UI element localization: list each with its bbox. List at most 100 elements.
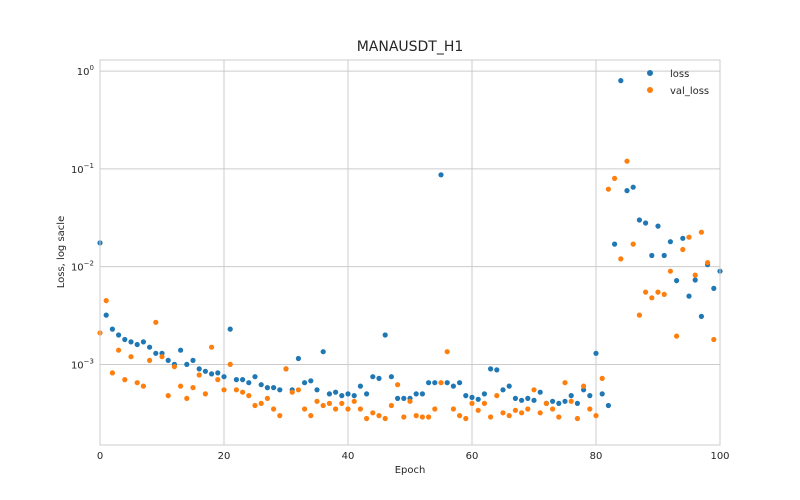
loss-point — [221, 374, 227, 380]
loss-point — [568, 393, 574, 399]
y-axis-label: Loss, log sacle — [56, 216, 67, 288]
loss-point — [692, 277, 698, 283]
loss-point — [643, 220, 649, 226]
val-loss-point — [463, 415, 469, 422]
val-loss-point — [264, 395, 270, 401]
val-loss-point — [147, 357, 153, 363]
val-loss-point — [605, 186, 612, 192]
val-loss-point — [556, 414, 562, 420]
loss-point — [413, 391, 419, 397]
legend-marker-loss — [647, 70, 653, 76]
val-loss-point — [698, 229, 705, 235]
val-loss-point — [581, 383, 587, 389]
series-val-loss — [97, 158, 717, 422]
loss-point — [494, 367, 500, 373]
loss-point — [246, 380, 252, 386]
val-loss-point — [519, 410, 525, 416]
chart-title: MANAUSDT_H1 — [357, 39, 464, 55]
val-loss-point — [320, 402, 326, 409]
val-loss-point — [128, 354, 134, 360]
val-loss-point — [450, 406, 456, 412]
val-loss-point — [525, 406, 531, 412]
loss-point — [165, 357, 171, 363]
val-loss-point — [202, 391, 208, 397]
loss-point — [537, 389, 543, 395]
val-loss-point — [171, 364, 177, 370]
loss-point — [525, 395, 531, 401]
series-loss — [97, 78, 723, 409]
loss-point — [562, 398, 568, 404]
loss-point — [612, 241, 618, 247]
loss-point — [587, 393, 593, 399]
val-loss-point — [692, 272, 698, 278]
loss-point — [680, 235, 686, 241]
val-loss-point — [283, 366, 289, 372]
val-loss-point — [196, 372, 202, 378]
val-loss-point — [209, 344, 215, 350]
loss-point — [388, 374, 394, 380]
loss-point — [550, 398, 556, 404]
x-tick-label: 100 — [710, 451, 729, 462]
loss-point — [258, 382, 264, 388]
loss-point — [686, 293, 692, 299]
val-loss-point — [711, 336, 717, 343]
val-loss-point — [426, 414, 432, 420]
loss-point — [264, 385, 270, 391]
loss-point — [438, 172, 444, 178]
loss-point — [674, 278, 680, 284]
loss-point — [432, 380, 438, 386]
x-tick-label: 40 — [342, 451, 355, 462]
loss-point — [630, 184, 636, 190]
loss-point — [326, 391, 332, 397]
val-loss-point — [246, 393, 252, 399]
y-tick-label: 100 — [77, 64, 94, 78]
plot-frame — [99, 59, 721, 446]
val-loss-point — [500, 410, 506, 416]
val-loss-point — [636, 312, 643, 318]
val-loss-point — [376, 413, 382, 419]
loss-point — [277, 387, 283, 393]
val-loss-point — [233, 387, 239, 393]
val-loss-point — [543, 400, 550, 406]
loss-point — [698, 313, 705, 319]
loss-point — [147, 344, 153, 350]
loss-point — [599, 391, 605, 397]
val-loss-point — [221, 387, 227, 393]
loss-point — [252, 374, 258, 380]
loss-point — [395, 395, 401, 401]
loss-point — [574, 400, 581, 406]
val-loss-point — [667, 268, 674, 274]
legend-label-val-loss: val_loss — [670, 86, 709, 97]
loss-point — [178, 347, 184, 353]
val-loss-point — [215, 377, 221, 383]
loss-point — [357, 383, 363, 389]
loss-point — [444, 380, 450, 386]
val-loss-point — [190, 385, 196, 391]
val-loss-point — [351, 398, 357, 404]
val-loss-point — [178, 383, 184, 389]
val-loss-point — [388, 402, 394, 409]
loss-point — [271, 385, 277, 391]
x-axis-label: Epoch — [395, 465, 426, 476]
val-loss-point — [308, 413, 314, 419]
loss-point — [624, 188, 630, 194]
val-loss-point — [277, 413, 283, 419]
val-loss-point — [413, 413, 419, 419]
loss-point — [122, 336, 128, 343]
val-loss-point — [512, 407, 519, 413]
x-tick-labels: 0 20 40 60 80 100 — [97, 451, 730, 462]
val-loss-point — [122, 377, 128, 383]
val-loss-point — [506, 413, 512, 419]
val-loss-point — [661, 291, 667, 297]
loss-point — [103, 312, 109, 318]
loss-point — [116, 332, 122, 338]
loss-point — [376, 375, 382, 381]
val-loss-point — [630, 241, 636, 247]
val-loss-point — [481, 400, 487, 406]
val-loss-point — [457, 413, 463, 419]
val-loss-point — [258, 400, 264, 406]
val-loss-point — [438, 380, 444, 386]
loss-point — [426, 380, 432, 386]
loss-point — [345, 391, 351, 397]
val-loss-point — [531, 387, 537, 393]
